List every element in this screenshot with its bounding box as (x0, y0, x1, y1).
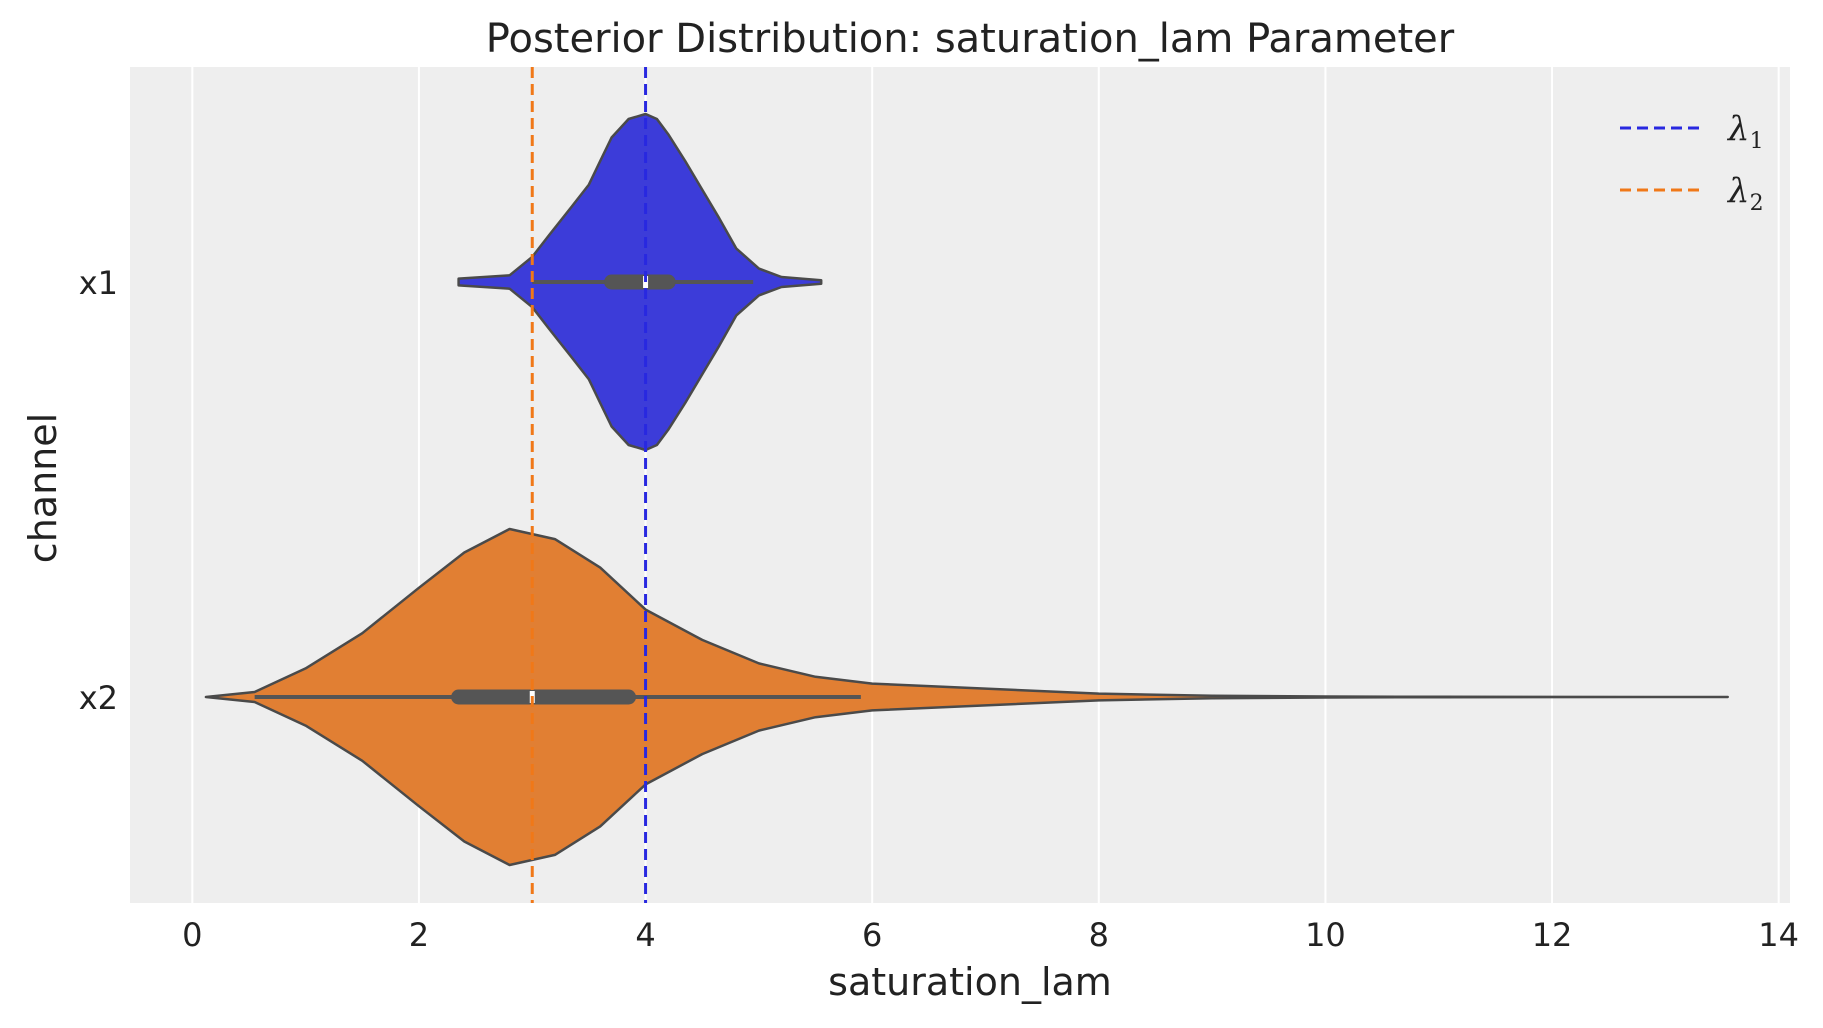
x-tick-label: 0 (182, 916, 202, 954)
x-tick-label: 6 (862, 916, 882, 954)
x-tick-label: 14 (1758, 916, 1799, 954)
x-tick-label: 12 (1532, 916, 1573, 954)
x-tick-label: 8 (1089, 916, 1109, 954)
x-tick-label: 10 (1305, 916, 1346, 954)
y-tick-label: x1 (79, 264, 118, 302)
reference-lines (530, 67, 648, 903)
x-tick-label: 4 (635, 916, 655, 954)
chart-title: Posterior Distribution: saturation_lam P… (486, 16, 1455, 62)
y-tick-label: x2 (79, 679, 118, 717)
violins (204, 112, 1729, 867)
x-tick-labels: 0 2 4 6 8 10 12 14 (182, 916, 1799, 954)
legend-label: λ1 (1726, 109, 1764, 154)
plot-background (130, 67, 1790, 903)
x-axis-label: saturation_lam (828, 960, 1112, 1004)
y-tick-labels: x1 x2 (79, 264, 118, 717)
y-axis-label: channel (21, 413, 65, 563)
legend-subscript: 1 (1750, 129, 1764, 154)
violin-x2 (204, 527, 1729, 867)
x-tick-label: 2 (409, 916, 429, 954)
legend-subscript: 2 (1750, 191, 1764, 216)
